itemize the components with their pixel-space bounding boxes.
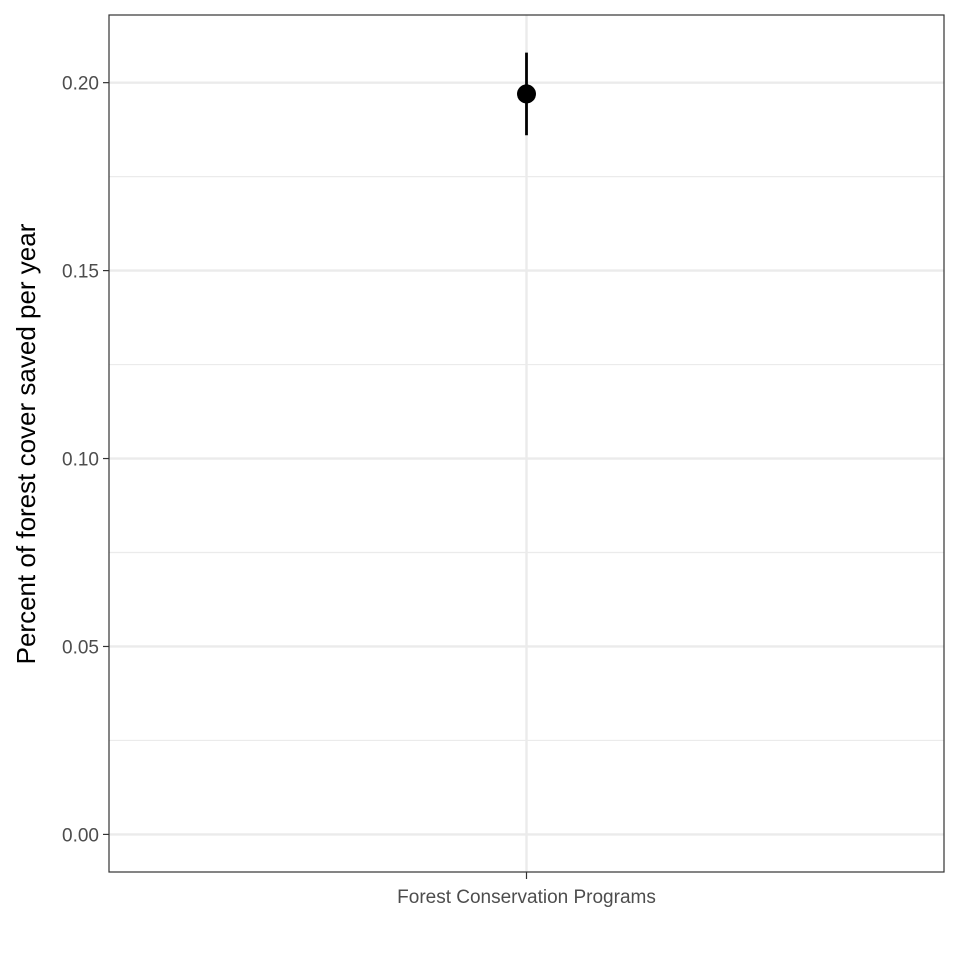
data-point — [517, 84, 536, 104]
y-tick-label: 0.10 — [62, 450, 99, 471]
x-tick-label: Forest Conservation Programs — [397, 887, 656, 908]
y-tick-label: 0.20 — [62, 74, 99, 95]
y-tick-label: 0.15 — [62, 262, 99, 283]
y-tick-label: 0.05 — [62, 637, 99, 658]
y-tick-label: 0.00 — [62, 825, 99, 846]
data-layer — [517, 52, 536, 136]
y-axis-title: Percent of forest cover saved per year — [11, 223, 41, 664]
axis-layer: 0.00 0.05 0.10 0.15 0.20 Forest Conservation … — [62, 74, 656, 908]
